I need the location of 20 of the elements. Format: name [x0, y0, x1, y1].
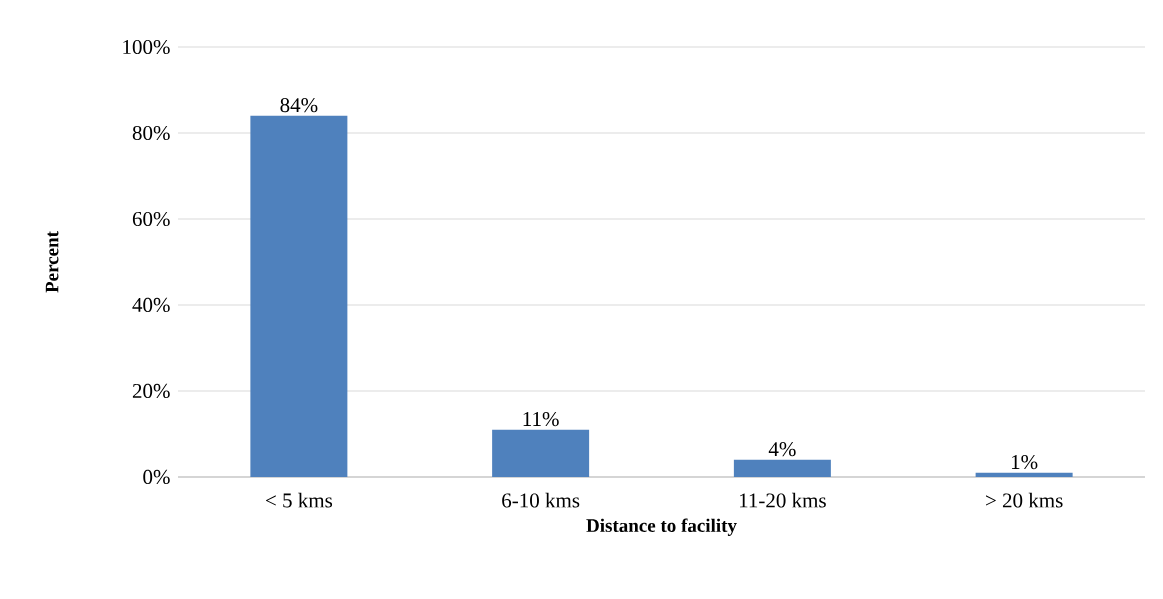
data-label: 11% [523, 411, 559, 427]
x-tick-label: 6-10 kms [502, 492, 580, 508]
bar [733, 459, 831, 477]
y-tick-label: 20% [132, 383, 170, 399]
data-label: 4% [768, 442, 796, 457]
x-tick-label: > 20 kms [986, 492, 1063, 508]
y-axis-title: Percent [45, 231, 59, 293]
bar [975, 472, 1073, 477]
y-tick-label: 80% [132, 125, 170, 141]
data-label: 84% [280, 98, 318, 113]
y-tick-label: 40% [132, 297, 170, 313]
bar [492, 429, 590, 477]
x-tick-label: 11-20 kms [739, 492, 826, 508]
bar [250, 115, 348, 477]
y-tick-label: 100% [123, 39, 170, 55]
y-tick-label: 60% [132, 211, 170, 227]
x-tick-label: < 5 kms [266, 492, 333, 508]
x-axis-title: Distance to facility [586, 518, 737, 536]
data-label: 1% [1011, 454, 1038, 470]
y-tick-label: 0% [143, 469, 170, 485]
